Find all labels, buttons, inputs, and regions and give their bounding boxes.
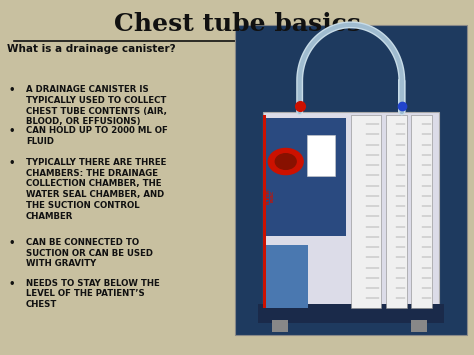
FancyBboxPatch shape <box>411 115 432 307</box>
FancyBboxPatch shape <box>307 135 335 176</box>
FancyBboxPatch shape <box>411 320 428 332</box>
FancyBboxPatch shape <box>235 25 467 335</box>
FancyBboxPatch shape <box>258 304 444 323</box>
Text: What is a drainage canister?: What is a drainage canister? <box>7 44 176 54</box>
Text: •: • <box>9 85 15 95</box>
FancyBboxPatch shape <box>385 115 407 307</box>
FancyBboxPatch shape <box>263 112 439 311</box>
Text: CAN HOLD UP TO 2000 ML OF
FLUID: CAN HOLD UP TO 2000 ML OF FLUID <box>26 126 168 146</box>
Text: •: • <box>9 279 15 289</box>
Text: TYPICALLY THERE ARE THREE
CHAMBERS: THE DRAINAGE
COLLECTION CHAMBER, THE
WATER S: TYPICALLY THERE ARE THREE CHAMBERS: THE … <box>26 158 166 221</box>
FancyBboxPatch shape <box>272 320 288 332</box>
Text: A DRAINAGE CANISTER IS
TYPICALLY USED TO COLLECT
CHEST TUBE CONTENTS (AIR,
BLOOD: A DRAINAGE CANISTER IS TYPICALLY USED TO… <box>26 85 167 126</box>
Text: •: • <box>9 126 15 136</box>
Circle shape <box>275 154 296 169</box>
Text: •: • <box>9 158 15 168</box>
FancyBboxPatch shape <box>265 118 346 236</box>
Text: CAN BE CONNECTED TO
SUCTION OR CAN BE USED
WITH GRAVITY: CAN BE CONNECTED TO SUCTION OR CAN BE US… <box>26 238 153 268</box>
Circle shape <box>268 148 303 175</box>
FancyBboxPatch shape <box>263 115 266 307</box>
Text: •: • <box>9 238 15 248</box>
Text: NEEDS TO STAY BELOW THE
LEVEL OF THE PATIENT’S
CHEST: NEEDS TO STAY BELOW THE LEVEL OF THE PAT… <box>26 279 160 309</box>
FancyBboxPatch shape <box>351 115 381 307</box>
Text: PLEUR-
EVAC: PLEUR- EVAC <box>266 187 275 204</box>
Text: Chest tube basics: Chest tube basics <box>114 12 360 37</box>
FancyBboxPatch shape <box>266 245 308 307</box>
